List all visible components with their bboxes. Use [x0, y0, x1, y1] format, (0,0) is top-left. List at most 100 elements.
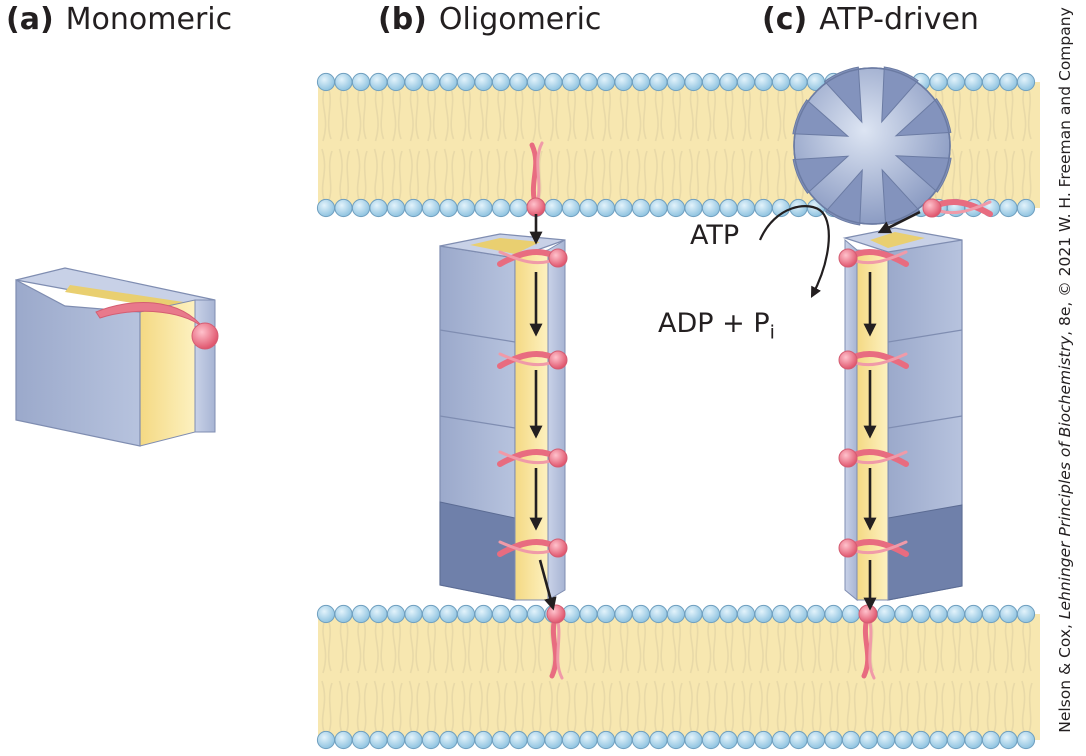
atpase-subunit	[792, 155, 850, 194]
lipid-head	[631, 198, 651, 218]
lipid-head	[999, 198, 1018, 218]
lipid-head	[789, 72, 808, 92]
oligomeric-protein-channel	[439, 233, 566, 601]
lipid-head	[369, 198, 388, 218]
lipid-head	[1016, 604, 1036, 624]
lipid-head	[614, 198, 633, 218]
lipid-head	[544, 72, 563, 92]
atpase-domain	[792, 66, 952, 226]
lipid-head	[824, 604, 843, 624]
credit-prefix: Nelson & Cox,	[1056, 619, 1074, 733]
lipid-head	[859, 730, 878, 750]
lipid-head	[509, 604, 528, 624]
lipid-head	[351, 72, 371, 92]
lipid-head	[561, 72, 581, 92]
lipid-head	[404, 198, 423, 218]
lipid-head	[596, 730, 616, 750]
lipid-anchor	[838, 248, 909, 268]
lipid-head	[1016, 198, 1036, 218]
lipid-head	[456, 730, 476, 750]
lipid-head	[614, 730, 633, 750]
lower-lipid-bilayer	[316, 604, 1040, 750]
lipid-head	[439, 604, 458, 624]
lipid-head	[754, 72, 773, 92]
lipid-head	[316, 604, 336, 624]
lipid-anchor	[922, 198, 993, 218]
panel-title-b: (b) Oligomeric	[378, 2, 601, 37]
lipid-head	[579, 604, 598, 624]
lipid-head	[386, 72, 406, 92]
lipid-head	[404, 730, 423, 750]
lipid-anchor	[838, 538, 909, 558]
lipid-head	[701, 198, 721, 218]
lipid-head	[596, 604, 616, 624]
lipid-head	[876, 730, 896, 750]
atpase-subunit	[792, 99, 850, 137]
lipid-head	[999, 604, 1018, 624]
panel-name-b: Oligomeric	[438, 2, 602, 37]
lipid-head	[526, 604, 546, 624]
atpase-subunit	[894, 98, 952, 137]
lipid-head	[439, 198, 458, 218]
lipid-head	[736, 198, 756, 218]
lipid-head	[491, 604, 511, 624]
atpase-subunit	[824, 66, 863, 124]
lipid-head	[439, 72, 458, 92]
lipid-head	[404, 604, 423, 624]
lipid-head	[981, 730, 1001, 750]
lipid-head	[544, 198, 563, 218]
panel-letter-b: (b)	[378, 2, 427, 37]
lipid-anchor	[497, 248, 568, 268]
lipid-head	[754, 604, 773, 624]
lipid-anchor	[546, 604, 566, 680]
atpase-subunit	[825, 168, 863, 226]
lipid-head	[509, 198, 528, 218]
lipid-head	[736, 604, 756, 624]
lipid-head	[509, 730, 528, 750]
panel-title-a: (a) Monomeric	[6, 2, 232, 37]
lipid-head	[684, 604, 703, 624]
lipid-head	[439, 730, 458, 750]
lipid-head	[701, 730, 721, 750]
lipid-head	[649, 72, 668, 92]
lipid-anchor-head	[191, 322, 219, 350]
lipid-head	[929, 72, 948, 92]
lipid-head	[701, 604, 721, 624]
lipid-head	[561, 198, 581, 218]
lipid-anchor	[497, 538, 568, 558]
lipid-head	[386, 604, 406, 624]
lipid-head	[999, 730, 1018, 750]
lipid-head	[719, 198, 738, 218]
lipid-head	[894, 604, 913, 624]
lipid-head	[701, 72, 721, 92]
lipid-head	[649, 730, 668, 750]
lipid-head	[719, 730, 738, 750]
lipid-head	[579, 72, 598, 92]
atpase-subunit	[894, 155, 952, 193]
lipid-head	[684, 730, 703, 750]
lipid-head	[824, 730, 843, 750]
lipid-head	[404, 72, 423, 92]
lipid-head	[964, 730, 983, 750]
lipid-head	[666, 198, 686, 218]
lipid-head	[666, 604, 686, 624]
lipid-anchor	[526, 141, 546, 217]
lipid-head	[456, 604, 476, 624]
lipid-head	[491, 72, 511, 92]
lipid-head	[684, 198, 703, 218]
lipid-head	[736, 730, 756, 750]
lipid-head	[421, 730, 441, 750]
lipid-head	[456, 198, 476, 218]
lipid-head	[579, 730, 598, 750]
lipid-head	[771, 730, 791, 750]
panel-name-c: ATP-driven	[819, 2, 979, 37]
lipid-head	[526, 72, 546, 92]
lipid-head	[596, 72, 616, 92]
lipid-head	[649, 604, 668, 624]
lipid-head	[771, 72, 791, 92]
lipid-head	[649, 198, 668, 218]
lipid-head	[369, 730, 388, 750]
lipid-head	[684, 72, 703, 92]
lipid-head	[894, 730, 913, 750]
